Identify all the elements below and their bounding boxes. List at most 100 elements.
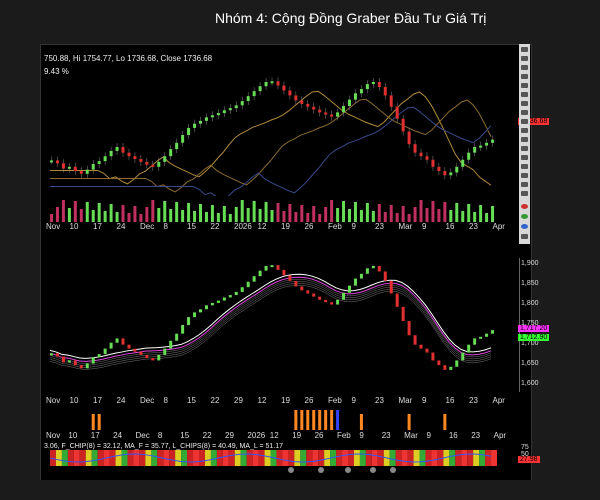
volume-bar [443, 202, 447, 222]
page-dot-3[interactable] [345, 467, 351, 473]
chip-bar [210, 450, 217, 466]
chip-bar [61, 450, 68, 466]
volume-bar [461, 211, 465, 222]
channel-tool-icon[interactable] [521, 110, 528, 115]
candle [264, 82, 268, 87]
chip-bar [199, 450, 205, 466]
candle [401, 118, 405, 132]
x-axis-label: 17 [90, 431, 100, 440]
indicator-bar [365, 268, 369, 274]
ribbon-line-0 [49, 276, 492, 362]
volume-bar [449, 210, 453, 222]
volume-bar [127, 213, 131, 222]
x-axis-label: Dec [140, 396, 155, 405]
ray-tool-icon[interactable] [521, 83, 528, 88]
chip-bar [395, 450, 402, 466]
x-axis-label: 24 [116, 222, 126, 231]
magenta-ma-line [49, 276, 492, 362]
arc-tool-icon[interactable] [521, 146, 528, 151]
volume-bar [270, 210, 274, 222]
x-axis-label: Apr [492, 396, 505, 405]
volume-bar [330, 200, 334, 222]
volume-bar [85, 202, 89, 222]
candle [479, 145, 483, 148]
indicator-bar [73, 360, 77, 366]
candle [449, 172, 453, 176]
page-dot-1[interactable] [288, 467, 294, 473]
candle [103, 156, 107, 162]
gann-tool-icon[interactable] [521, 173, 528, 178]
hline-tool-icon[interactable] [521, 92, 528, 97]
magnet-tool-icon[interactable] [521, 214, 528, 219]
arrow-tool-icon[interactable] [521, 164, 528, 169]
rect-tool-icon[interactable] [521, 128, 528, 133]
fib-tool-icon[interactable] [521, 119, 528, 124]
indicator-bar [342, 292, 346, 300]
chip-bar [175, 450, 182, 466]
volume-bar [151, 200, 155, 222]
delete-tool-icon[interactable] [521, 204, 528, 209]
candle [216, 113, 220, 116]
candle [407, 131, 411, 145]
volume-bar [67, 208, 71, 222]
candle [491, 139, 495, 143]
x-axis-label: 29 [234, 396, 243, 405]
candle [139, 159, 143, 162]
volume-bar [216, 213, 220, 222]
candle [419, 152, 423, 157]
histogram-bar [312, 410, 316, 430]
chip-bar [145, 450, 152, 466]
page-dot-4[interactable] [370, 467, 376, 473]
price-pane[interactable] [42, 52, 519, 218]
white-ma-line [49, 273, 492, 359]
pan-tool-icon[interactable] [521, 65, 528, 70]
chip-bar [246, 450, 253, 466]
volume-bar [246, 208, 250, 222]
x-axis-label: 9 [422, 396, 427, 405]
page-dot-2[interactable] [318, 467, 324, 473]
volume-bar [55, 207, 59, 222]
zoom-tool-icon[interactable] [521, 56, 528, 61]
chip-bar [377, 450, 384, 466]
candle [67, 166, 71, 169]
cycle-tool-icon[interactable] [521, 191, 528, 196]
candle [437, 166, 441, 172]
chip-bar [204, 450, 211, 466]
color-tool-icon[interactable] [521, 224, 528, 229]
ribbon-line-2 [49, 280, 492, 366]
chip-bar [419, 450, 426, 466]
vline-tool-icon[interactable] [521, 101, 528, 106]
volume-bar [413, 207, 417, 222]
indicator-bar [115, 338, 119, 343]
x-axis-label: 9 [359, 431, 364, 440]
indicator-bar [455, 360, 459, 367]
volume-bar [473, 212, 477, 222]
pitchfork-tool-icon[interactable] [521, 182, 528, 187]
x-axis-label: Feb [328, 222, 342, 231]
candle [181, 135, 185, 143]
indicator-bar [485, 333, 489, 337]
candle [187, 127, 191, 135]
line-tool-icon[interactable] [521, 74, 528, 79]
candle [151, 164, 155, 167]
text-tool-icon[interactable] [521, 155, 528, 160]
chip-bar [401, 450, 408, 466]
candle [157, 161, 161, 167]
chip-bar [139, 450, 146, 466]
x-axis-label: 2026 [234, 222, 252, 231]
x-axis-label: Apr [492, 222, 505, 231]
x-axis-label: 12 [257, 396, 267, 405]
chip-bar [97, 450, 104, 466]
volume-bar [336, 208, 340, 222]
chip-bar [389, 450, 396, 466]
page-dot-5[interactable] [390, 467, 396, 473]
settings-tool-icon[interactable] [521, 234, 528, 239]
candle [133, 156, 137, 160]
x-axis-label: 10 [69, 396, 79, 405]
cursor-tool-icon[interactable] [521, 47, 528, 52]
volume-bar [163, 201, 167, 222]
ellipse-tool-icon[interactable] [521, 137, 528, 142]
histogram-bar [91, 414, 95, 430]
indicator-pane[interactable] [42, 258, 519, 392]
indicator-bar [50, 353, 53, 356]
